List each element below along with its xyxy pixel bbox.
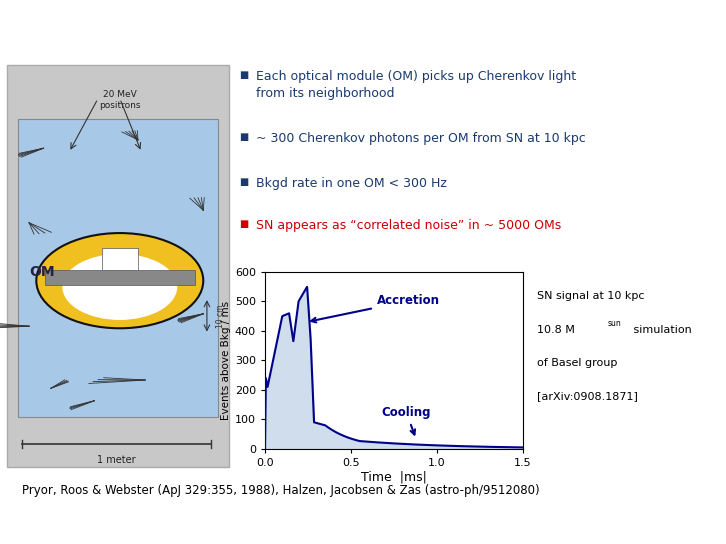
Text: 2nd Schrödinger Lecture, University Vienna, 10 May 2011: 2nd Schrödinger Lecture, University Vien… [436, 522, 719, 532]
Text: Each optical module (OM) picks up Cherenkov light
from its neighborhood: Each optical module (OM) picks up Cheren… [256, 70, 576, 100]
Text: Cooling: Cooling [382, 406, 431, 435]
Circle shape [36, 233, 203, 328]
Text: Pryor, Roos & Webster (ApJ 329:355, 1988), Halzen, Jacobsen & Zas (astro-ph/9512: Pryor, Roos & Webster (ApJ 329:355, 1988… [22, 484, 539, 497]
Text: IceCube as a Supernova Neutrino Detector: IceCube as a Supernova Neutrino Detector [78, 16, 648, 41]
Text: sun: sun [608, 319, 621, 328]
Text: 10.8 M: 10.8 M [537, 325, 575, 335]
Text: 20 MeV
positrons: 20 MeV positrons [99, 90, 141, 110]
Text: 10 cm: 10 cm [216, 304, 225, 327]
Text: OM: OM [29, 265, 54, 280]
Text: ~ 300 Cherenkov photons per OM from SN at 10 kpc: ~ 300 Cherenkov photons per OM from SN a… [256, 132, 585, 145]
Text: ■: ■ [240, 177, 249, 187]
Text: Georg Raffelt, MPI Physics, Munich: Georg Raffelt, MPI Physics, Munich [7, 522, 176, 532]
Text: [arXiv:0908.1871]: [arXiv:0908.1871] [537, 391, 638, 401]
Y-axis label: Events above Bkg / ms: Events above Bkg / ms [221, 301, 231, 420]
Text: Bkgd rate in one OM < 300 Hz: Bkgd rate in one OM < 300 Hz [256, 177, 446, 190]
Text: ■: ■ [240, 219, 249, 228]
Text: SN appears as “correlated noise” in ~ 5000 OMs: SN appears as “correlated noise” in ~ 50… [256, 219, 560, 232]
Text: SN signal at 10 kpc: SN signal at 10 kpc [537, 292, 645, 301]
FancyBboxPatch shape [18, 119, 218, 417]
Text: simulation: simulation [630, 325, 692, 335]
FancyBboxPatch shape [102, 248, 138, 270]
Text: ■: ■ [240, 132, 249, 141]
X-axis label: Time  |ms|: Time |ms| [361, 471, 427, 484]
Text: ■: ■ [240, 70, 249, 79]
Text: Accretion: Accretion [311, 294, 440, 323]
FancyBboxPatch shape [7, 65, 229, 467]
FancyBboxPatch shape [45, 270, 195, 285]
Circle shape [63, 255, 176, 319]
Text: 1 meter: 1 meter [97, 455, 136, 465]
Text: of Basel group: of Basel group [537, 358, 618, 368]
